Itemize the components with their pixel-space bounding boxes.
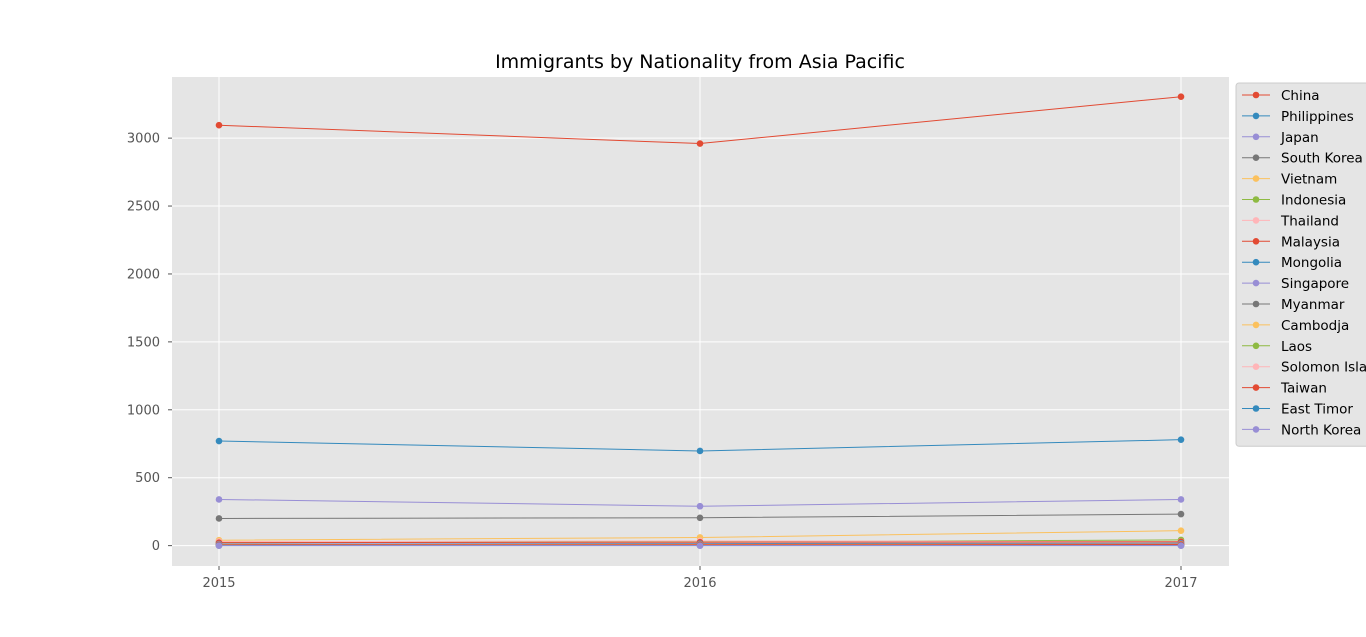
legend-item: Singapore [1242,276,1349,292]
y-tick-label: 500 [135,471,160,486]
legend-item: Solomon Islands [1242,360,1366,376]
legend-item: Taiwan [1242,381,1327,397]
chart-title: Immigrants by Nationality from Asia Paci… [495,51,905,73]
legend-label: Solomon Islands [1281,360,1366,376]
legend-item: South Korea [1242,151,1363,167]
legend-label: Cambodja [1281,318,1349,334]
legend-label: Philippines [1281,109,1354,125]
series-japan [215,496,1185,510]
legend-swatch-marker [1252,405,1260,412]
legend-label: Laos [1281,339,1312,355]
legend-item: Vietnam [1242,172,1337,188]
series-philippines [215,436,1185,455]
legend-label: Malaysia [1281,234,1340,250]
y-tick-label: 1000 [127,403,160,418]
x-tick-label: 2015 [202,576,235,591]
legend-box [1235,82,1366,447]
y-tick-label: 3000 [127,132,160,147]
data-point [696,502,704,510]
legend-swatch-marker [1252,154,1260,161]
legend-label: China [1281,88,1320,104]
legend-item: Mongolia [1242,255,1342,271]
series-china [215,93,1185,147]
axes: 0 500 1000 1500 2000 2500 3000 2015 2016 2017 [127,132,1198,591]
legend-item: China [1242,88,1320,104]
gridlines [172,77,1229,566]
legend-swatch-marker [1252,384,1260,391]
legend-label: Taiwan [1280,381,1327,397]
data-point [215,515,223,522]
legend-item: Japan [1242,130,1319,146]
legend-label: East Timor [1281,402,1353,418]
legend-swatch-marker [1252,175,1260,182]
x-tick-label: 2017 [1164,576,1197,591]
legend-item: Malaysia [1242,234,1340,250]
y-tick-label: 0 [152,539,160,554]
y-tick-label: 2000 [127,267,160,282]
data-point [1177,527,1185,534]
legend-swatch-marker [1252,217,1260,224]
series-north-korea [215,542,1185,549]
legend-swatch-marker [1252,112,1260,120]
legend-item: Indonesia [1242,193,1346,209]
data-point [696,140,704,147]
data-point [696,542,704,549]
legend: China Philippines Japan South Korea Vietnam I… [1235,82,1366,447]
legend-label: North Korea [1281,422,1361,438]
legend-swatch-marker [1252,196,1260,203]
legend-label: Indonesia [1281,193,1346,209]
legend-item: East Timor [1242,402,1353,418]
legend-swatch-marker [1252,133,1260,141]
legend-swatch-marker [1252,300,1260,308]
legend-swatch-marker [1252,342,1260,350]
data-point [1177,436,1185,443]
data-point [1177,542,1185,549]
legend-label: Vietnam [1281,172,1337,188]
legend-label: South Korea [1281,151,1363,167]
legend-item: Thailand [1242,213,1339,229]
legend-label: Thailand [1280,213,1339,229]
data-point [1177,496,1185,503]
legend-swatch-marker [1252,363,1260,371]
data-point [696,447,704,455]
data-point [215,496,223,503]
y-tick-label: 2500 [127,200,160,215]
legend-item: Laos [1242,339,1312,355]
data-point [696,514,704,522]
legend-swatch-marker [1252,91,1260,99]
legend-swatch-marker [1252,238,1260,245]
legend-swatch-marker [1252,321,1260,329]
series-south-korea [215,510,1185,522]
y-tick-label: 1500 [127,335,160,350]
series-group [215,93,1185,549]
legend-label: Mongolia [1281,255,1342,271]
legend-item: Cambodja [1242,318,1349,334]
legend-label: Singapore [1281,276,1349,292]
data-point [215,542,223,549]
data-point [1177,93,1185,100]
legend-item: Myanmar [1242,297,1345,313]
x-tick-label: 2016 [683,576,716,591]
legend-item: North Korea [1242,422,1361,438]
legend-swatch-marker [1252,426,1260,433]
data-point [215,121,223,129]
legend-label: Japan [1280,130,1319,146]
legend-swatch-marker [1252,258,1260,266]
data-point [1177,510,1185,518]
data-point [215,437,223,445]
legend-label: Myanmar [1281,297,1345,313]
legend-item: Philippines [1242,109,1354,125]
legend-swatch-marker [1252,279,1260,287]
